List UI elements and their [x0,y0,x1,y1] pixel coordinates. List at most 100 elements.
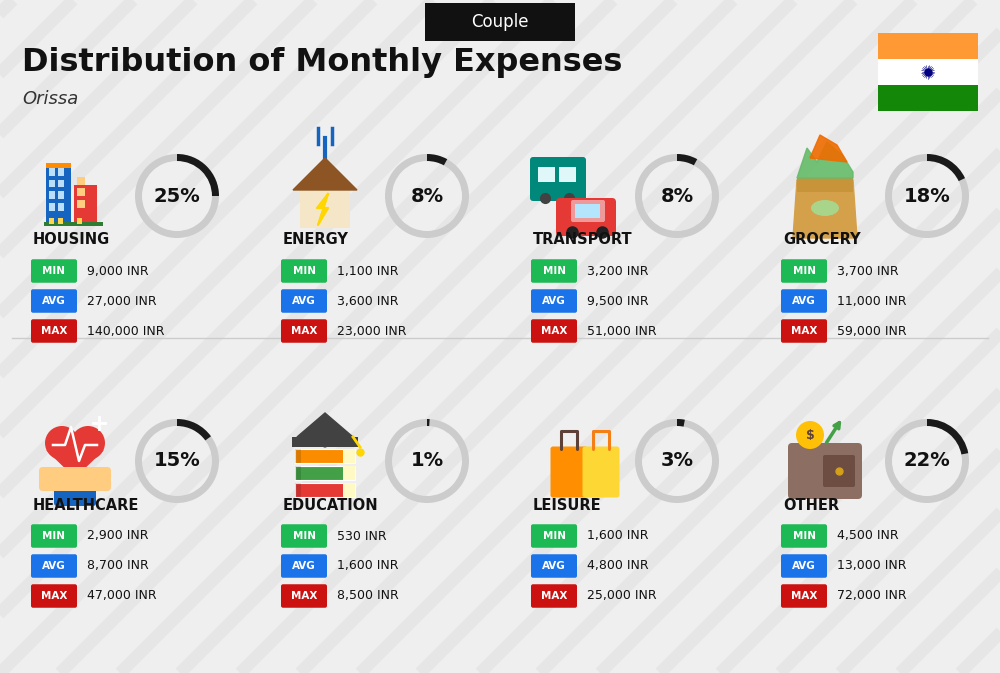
FancyBboxPatch shape [49,168,55,176]
Text: 3%: 3% [660,452,694,470]
Text: 4,500 INR: 4,500 INR [837,530,899,542]
Text: MIN: MIN [292,531,316,541]
Text: 8%: 8% [410,186,444,205]
FancyBboxPatch shape [46,168,71,224]
FancyBboxPatch shape [58,217,63,224]
FancyBboxPatch shape [575,204,600,218]
FancyBboxPatch shape [58,168,64,176]
FancyBboxPatch shape [781,555,827,577]
Ellipse shape [811,200,839,216]
Text: MIN: MIN [793,531,816,541]
Polygon shape [47,450,103,477]
FancyBboxPatch shape [292,437,358,447]
Text: LEISURE: LEISURE [533,497,602,513]
FancyBboxPatch shape [559,167,576,182]
Wedge shape [177,419,211,440]
FancyBboxPatch shape [281,259,327,283]
Wedge shape [677,419,685,427]
FancyBboxPatch shape [295,466,355,480]
FancyBboxPatch shape [49,180,55,187]
FancyBboxPatch shape [295,483,355,497]
Text: MIN: MIN [42,266,66,276]
Text: 18%: 18% [904,186,950,205]
FancyBboxPatch shape [781,259,827,283]
Polygon shape [793,180,857,238]
FancyBboxPatch shape [531,259,577,283]
Text: MIN: MIN [793,266,816,276]
Ellipse shape [71,426,105,460]
Text: Orissa: Orissa [22,90,78,108]
Text: 1,600 INR: 1,600 INR [587,530,648,542]
FancyBboxPatch shape [44,222,103,225]
Wedge shape [885,154,969,238]
Text: MAX: MAX [541,591,567,601]
Wedge shape [135,154,219,238]
Text: AVG: AVG [792,561,816,571]
FancyBboxPatch shape [295,449,301,463]
Text: AVG: AVG [42,561,66,571]
Ellipse shape [45,426,79,460]
Wedge shape [385,419,469,503]
FancyBboxPatch shape [343,466,355,480]
FancyBboxPatch shape [31,319,77,343]
FancyBboxPatch shape [31,259,77,283]
FancyBboxPatch shape [797,180,853,236]
Text: 3,700 INR: 3,700 INR [837,264,899,277]
Text: Couple: Couple [471,13,529,31]
Text: 530 INR: 530 INR [337,530,387,542]
Wedge shape [385,154,469,238]
FancyBboxPatch shape [58,180,64,187]
Polygon shape [293,158,357,190]
FancyBboxPatch shape [823,455,855,487]
Text: 27,000 INR: 27,000 INR [87,295,157,308]
FancyBboxPatch shape [58,190,64,199]
FancyBboxPatch shape [58,203,64,211]
FancyBboxPatch shape [531,555,577,577]
FancyBboxPatch shape [878,59,978,85]
Text: 140,000 INR: 140,000 INR [87,324,164,337]
Text: Distribution of Monthly Expenses: Distribution of Monthly Expenses [22,48,622,79]
FancyBboxPatch shape [531,524,577,548]
FancyBboxPatch shape [77,200,85,208]
FancyBboxPatch shape [281,319,327,343]
FancyBboxPatch shape [531,319,577,343]
Wedge shape [427,419,430,426]
Polygon shape [297,413,353,447]
Text: AVG: AVG [542,296,566,306]
Text: GROCERY: GROCERY [783,232,861,248]
Text: 15%: 15% [154,452,200,470]
Ellipse shape [796,421,824,449]
FancyBboxPatch shape [31,289,77,313]
FancyBboxPatch shape [49,217,54,224]
Text: 22%: 22% [904,452,950,470]
Text: AVG: AVG [542,561,566,571]
Text: 72,000 INR: 72,000 INR [837,590,907,602]
Wedge shape [177,154,219,196]
FancyBboxPatch shape [31,555,77,577]
Text: MAX: MAX [291,326,317,336]
FancyBboxPatch shape [295,449,355,463]
Wedge shape [635,154,719,238]
Text: 1,600 INR: 1,600 INR [337,559,398,573]
Text: EDUCATION: EDUCATION [283,497,379,513]
Polygon shape [797,142,853,178]
Text: HEALTHCARE: HEALTHCARE [33,497,139,513]
FancyBboxPatch shape [538,167,555,182]
Wedge shape [427,154,447,166]
FancyBboxPatch shape [31,584,77,608]
Text: 4,800 INR: 4,800 INR [587,559,649,573]
FancyBboxPatch shape [781,584,827,608]
FancyBboxPatch shape [571,200,605,222]
FancyBboxPatch shape [343,449,355,463]
Text: MAX: MAX [41,591,67,601]
Text: 9,500 INR: 9,500 INR [587,295,649,308]
Text: 3,600 INR: 3,600 INR [337,295,398,308]
FancyBboxPatch shape [77,177,85,184]
FancyBboxPatch shape [39,467,111,491]
Text: 1%: 1% [410,452,444,470]
Wedge shape [927,419,968,454]
FancyBboxPatch shape [54,478,96,506]
Text: MIN: MIN [542,266,566,276]
FancyBboxPatch shape [31,524,77,548]
FancyBboxPatch shape [788,443,862,499]
